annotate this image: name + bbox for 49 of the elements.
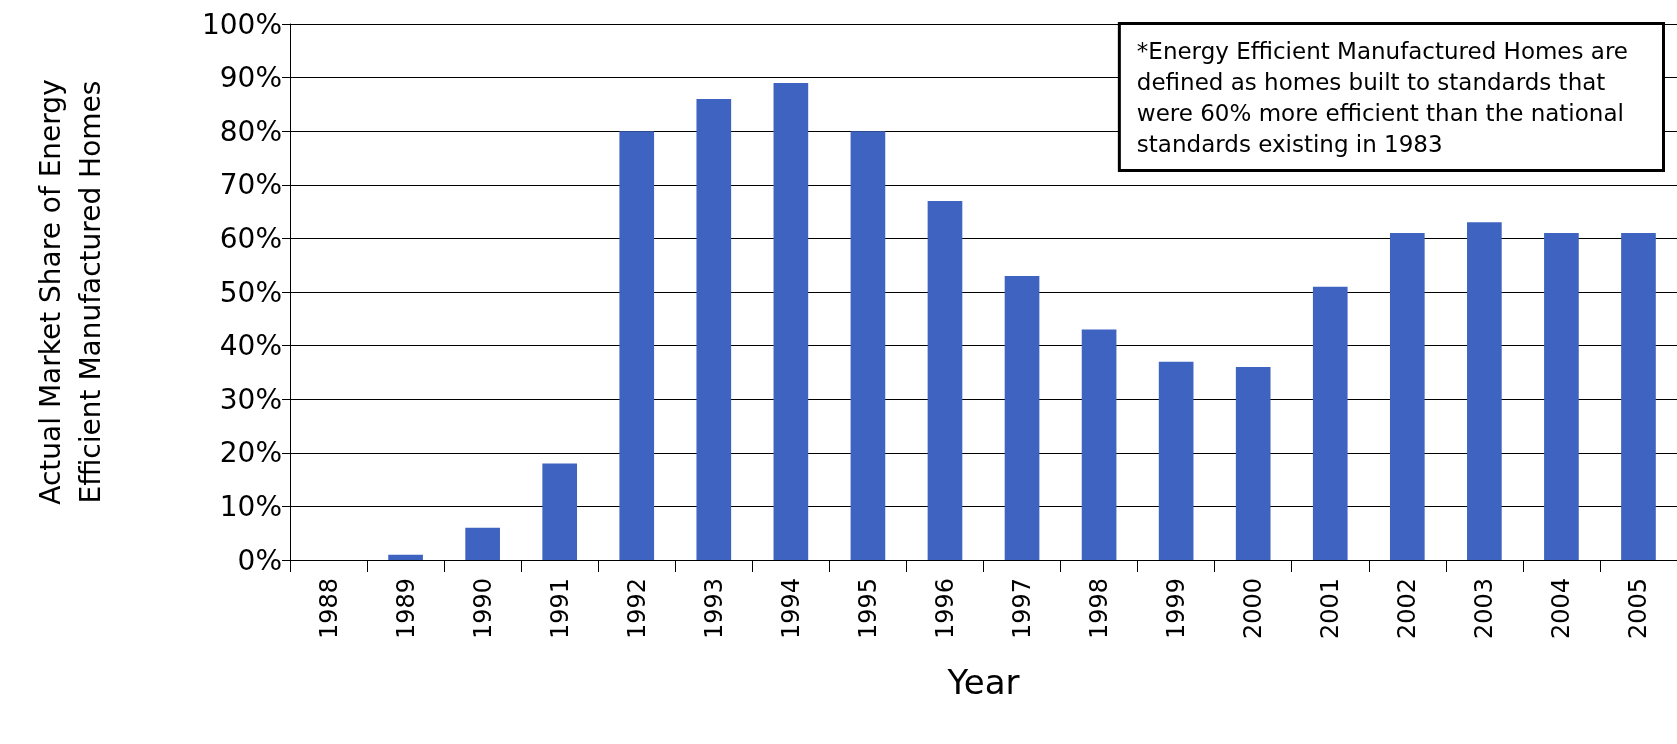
y-tick-label: 30%	[219, 382, 282, 416]
bar	[1158, 361, 1194, 560]
x-tick-label: 1998	[1085, 578, 1114, 640]
x-tick-label: 1989	[391, 578, 420, 640]
bar	[696, 99, 732, 560]
y-tick-label: 50%	[219, 275, 282, 309]
bar	[1004, 275, 1040, 560]
bar	[1312, 286, 1348, 560]
bar	[1081, 329, 1117, 560]
x-tick-label: 1999	[1162, 578, 1191, 640]
bar	[1235, 367, 1271, 560]
x-tick-label: 1991	[545, 578, 574, 640]
x-tick-label: 2000	[1239, 578, 1268, 640]
y-tick-label: 0%	[237, 543, 282, 577]
x-tick-label: 1997	[1008, 578, 1037, 640]
annotation: *Energy Efficient Manufactured Homes are defined as homes built to standards that were 60% more efficient than the national standards existing in 1983	[1136, 37, 1629, 157]
x-tick-label: 2005	[1624, 578, 1653, 640]
bar	[850, 131, 886, 560]
y-axis-title: Actual Market Share of Energy Efficient Manufactured Homes	[33, 79, 107, 505]
x-tick-label: 1988	[314, 578, 343, 640]
bar	[1621, 233, 1656, 560]
bar	[1389, 233, 1425, 560]
bar	[1467, 222, 1502, 560]
y-tick-label: 20%	[219, 436, 282, 470]
y-tick-label: 100%	[201, 7, 282, 41]
bar	[619, 131, 655, 560]
x-axis-title: Year	[946, 662, 1020, 702]
x-tick-label: 1993	[699, 578, 728, 640]
x-tick-label: 2003	[1470, 578, 1499, 640]
y-tick-label: 10%	[219, 489, 282, 523]
x-tick-label: 1994	[776, 578, 805, 640]
bar	[773, 82, 809, 560]
x-tick-label: 1990	[468, 578, 497, 640]
bar	[542, 463, 578, 560]
bar	[927, 200, 963, 560]
y-tick-label: 90%	[219, 61, 282, 95]
y-tick-label: 70%	[219, 168, 282, 202]
bar	[388, 554, 423, 560]
x-tick-label: 2004	[1547, 578, 1576, 640]
bar	[465, 527, 500, 560]
x-tick-label: 2002	[1393, 578, 1422, 640]
x-tick-label: 2001	[1316, 578, 1345, 640]
y-tick-label: 80%	[219, 114, 282, 148]
x-tick-label: 1992	[622, 578, 651, 640]
bar	[1544, 233, 1579, 560]
x-tick-label: 1996	[930, 578, 959, 640]
y-tick-label: 40%	[219, 329, 282, 363]
y-tick-label: 60%	[219, 221, 282, 255]
x-tick-label: 1995	[853, 578, 882, 640]
